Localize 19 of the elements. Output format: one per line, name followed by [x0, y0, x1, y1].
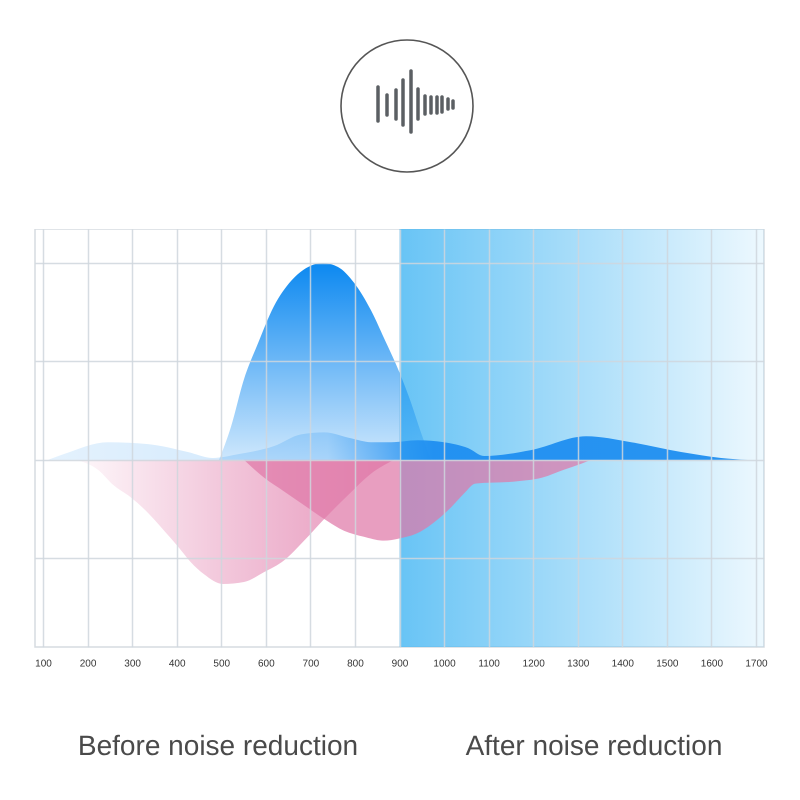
x-tick-label: 1400	[612, 658, 634, 670]
x-tick-label: 400	[168, 658, 186, 670]
text: Before noise reduction	[78, 730, 358, 762]
x-tick-label: 100	[35, 658, 52, 670]
x-tick-label: 1200	[522, 658, 546, 670]
x-tick-label: 1700	[745, 658, 768, 670]
x-tick-label: 1300	[567, 658, 590, 670]
x-tick-label: 600	[258, 658, 276, 670]
x-tick-label: 900	[392, 658, 409, 670]
x-tick-label: 800	[347, 658, 364, 670]
x-tick-label: 1500	[656, 658, 679, 670]
x-tick-label: 300	[124, 658, 142, 670]
x-tick-label: 700	[302, 658, 320, 670]
x-tick-label: 1600	[700, 658, 724, 670]
x-tick-label: 200	[80, 658, 97, 670]
x-tick-label: 500	[213, 658, 231, 670]
x-tick-label: 1000	[433, 658, 456, 670]
text: After noise reduction	[466, 730, 722, 762]
x-tick-label: 1100	[478, 658, 500, 670]
